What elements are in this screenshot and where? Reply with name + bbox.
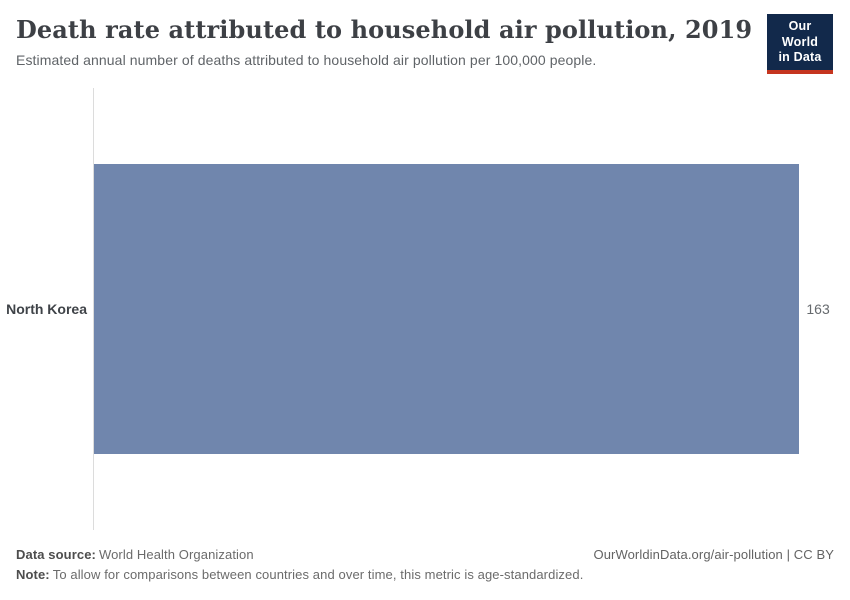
owid-logo[interactable]: Our World in Data xyxy=(767,14,833,74)
data-source-value: World Health Organization xyxy=(98,547,254,562)
y-axis-line xyxy=(93,88,94,530)
data-source: Data source: World Health Organization xyxy=(16,547,254,562)
plot-area: 163 xyxy=(93,88,834,530)
chart-title: Death rate attributed to household air p… xyxy=(16,15,753,44)
bar-value-label: 163 xyxy=(806,301,830,317)
note: Note: To allow for comparisons between co… xyxy=(16,567,834,582)
bar-north-korea[interactable] xyxy=(94,164,800,454)
chart-footer: Data source: World Health Organization Ou… xyxy=(16,547,834,582)
entity-label-wrap: North Korea xyxy=(0,164,87,454)
credit-link[interactable]: OurWorldinData.org/air-pollution | CC BY xyxy=(593,547,834,562)
note-value: To allow for comparisons between countri… xyxy=(52,567,584,582)
owid-logo-line2: in Data xyxy=(778,50,822,65)
bar-row: 163 xyxy=(94,164,834,454)
owid-logo-line1: Our World xyxy=(781,19,819,49)
chart-subtitle: Estimated annual number of deaths attrib… xyxy=(16,52,597,68)
note-label: Note: xyxy=(16,567,50,582)
entity-label-north-korea: North Korea xyxy=(6,301,87,317)
data-source-label: Data source: xyxy=(16,547,96,562)
